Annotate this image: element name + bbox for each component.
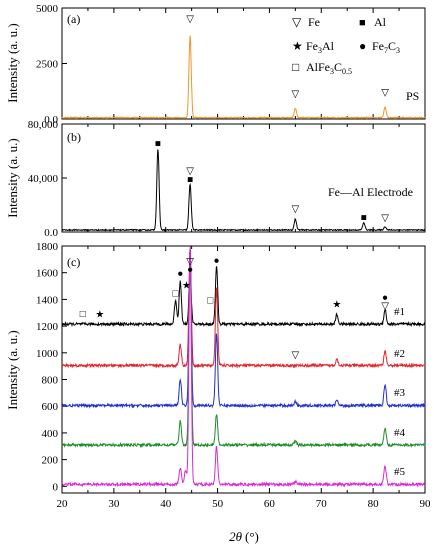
y-tick-label: 1400 — [36, 294, 59, 306]
y-tick-label: 400 — [42, 428, 59, 440]
y-tick-label: 1000 — [36, 348, 59, 360]
peak-marker: ● — [177, 269, 183, 280]
x-tick-label: 90 — [420, 498, 432, 510]
y-tick-label: 1600 — [36, 268, 59, 280]
legend: ▽ Fe ■ Al ★ Fe3Al ● Fe7C3 □ AlFe3C0.5 — [292, 15, 400, 76]
x-tick-label: 30 — [108, 498, 120, 510]
peak-marker: ■ — [361, 213, 367, 224]
legend-fe7c3-sub: 7 — [384, 46, 388, 55]
legend-fe3al-sub: 3 — [318, 46, 322, 55]
peak-marker: ▽ — [381, 213, 389, 224]
peak-marker: □ — [207, 295, 213, 306]
peak-marker: ● — [187, 265, 193, 276]
y-tick-label: 40,000 — [28, 173, 59, 185]
peak-marker: ▽ — [186, 166, 194, 177]
legend-label-fe7c3: Fe7C3 — [372, 39, 400, 55]
y-tick-label: 1800 — [36, 241, 59, 253]
x-axis-label: 2θ (°) — [229, 529, 259, 544]
y-tick-label: 600 — [42, 401, 59, 413]
x-axis-label-unit: (°) — [245, 529, 259, 544]
legend-symbol-alfe3c05: □ — [292, 60, 299, 74]
series-label-ps: PS — [406, 89, 419, 103]
series-line-3 — [61, 248, 426, 409]
peak-marker: ▽ — [381, 88, 389, 99]
x-tick-label: 60 — [264, 498, 276, 510]
legend-label-alfe3c05: AlFe3C0.5 — [306, 60, 352, 76]
y-tick-label: 5000 — [36, 3, 59, 15]
peak-marker: ▽ — [292, 89, 300, 100]
y-tick-label: 0.0 — [44, 114, 58, 126]
peak-marker: ● — [214, 255, 220, 266]
x-tick-label: 20 — [57, 498, 69, 510]
panel-c-plot: 20 30 40 50 60 70 80 90 0 200 400 600 800 1000 1200 140… — [36, 241, 431, 510]
series-line-2 — [61, 249, 426, 369]
x-tick-label: 40 — [160, 498, 172, 510]
peak-marker: ▽ — [381, 301, 389, 312]
panel-a-frame — [61, 7, 426, 120]
legend-fe7c3-tail: C — [388, 39, 396, 53]
peak-marker: ▽ — [292, 350, 300, 361]
legend-label-fe3al: Fe3Al — [306, 39, 335, 55]
series-line-5 — [61, 246, 426, 488]
x-tick-label: 80 — [368, 498, 380, 510]
legend-label-al: Al — [374, 15, 387, 29]
y-tick-label: 0 — [53, 481, 59, 493]
legend-alfe3c05-tail: C — [334, 60, 342, 74]
y-tick-label: 0.0 — [44, 227, 58, 239]
series-label-5: #5 — [394, 466, 406, 478]
peak-marker: ● — [382, 293, 388, 304]
legend-symbol-fe: ▽ — [292, 15, 302, 29]
legend-alfe3c05-sub: 3 — [330, 67, 334, 76]
peak-marker: ★ — [95, 309, 104, 320]
legend-label-fe: Fe — [308, 15, 320, 29]
peak-marker: ■ — [155, 138, 161, 149]
legend-fe3al-main: Fe — [306, 39, 318, 53]
y-tick-label: 1200 — [36, 321, 59, 333]
panel-b-frame — [61, 123, 426, 233]
peak-marker: ★ — [332, 299, 341, 310]
panel-b-ylabel: Intensity (a. u.) — [5, 138, 20, 217]
series-line-1 — [61, 35, 426, 120]
series-label-4: #4 — [394, 427, 406, 439]
peak-marker: □ — [173, 289, 179, 300]
legend-symbol-fe3al: ★ — [292, 39, 303, 53]
legend-alfe3c05-sub2: 0.5 — [342, 67, 352, 76]
panel-c-frame — [61, 245, 426, 494]
panel-c-letter: (c) — [67, 255, 80, 269]
peak-marker: ▽ — [292, 204, 300, 215]
panel-a-plot: 0.0 2500 5000 ▽ ▽ ▽ — [36, 3, 426, 126]
y-tick-label: 2500 — [36, 59, 59, 71]
series-label-2: #2 — [394, 348, 405, 360]
peak-marker: ★ — [182, 281, 191, 292]
series-label-1: #1 — [394, 306, 405, 318]
legend-symbol-al: ■ — [359, 17, 366, 29]
legend-alfe3c05-main: AlFe — [306, 60, 330, 74]
peak-marker: □ — [80, 309, 86, 320]
panel-c-ylabel: Intensity (a. u.) — [5, 330, 20, 409]
legend-symbol-fe7c3: ● — [359, 39, 366, 53]
series-line-4 — [61, 248, 426, 449]
series-label-3: #3 — [394, 387, 406, 399]
x-tick-label: 50 — [212, 498, 224, 510]
x-axis-label-var: 2θ — [229, 529, 243, 544]
x-tick-label: 70 — [316, 498, 328, 510]
y-tick-label: 80,000 — [28, 119, 59, 131]
peak-marker: ■ — [187, 175, 193, 186]
legend-fe3al-tail: Al — [322, 39, 335, 53]
series-line-1 — [61, 266, 426, 328]
legend-fe7c3-main: Fe — [372, 39, 384, 53]
peak-marker: ▽ — [186, 14, 194, 25]
legend-fe7c3-sub2: 3 — [396, 46, 400, 55]
panel-a-ylabel: Intensity (a. u.) — [5, 23, 20, 102]
peak-marker: ▽ — [186, 257, 194, 268]
series-line-1 — [61, 149, 426, 232]
y-tick-label: 200 — [42, 455, 59, 467]
panel-b-letter: (b) — [67, 130, 81, 144]
series-label-fe-al-electrode: Fe—Al Electrode — [328, 185, 413, 199]
panel-a-letter: (a) — [67, 12, 80, 26]
y-tick-label: 800 — [42, 375, 59, 387]
